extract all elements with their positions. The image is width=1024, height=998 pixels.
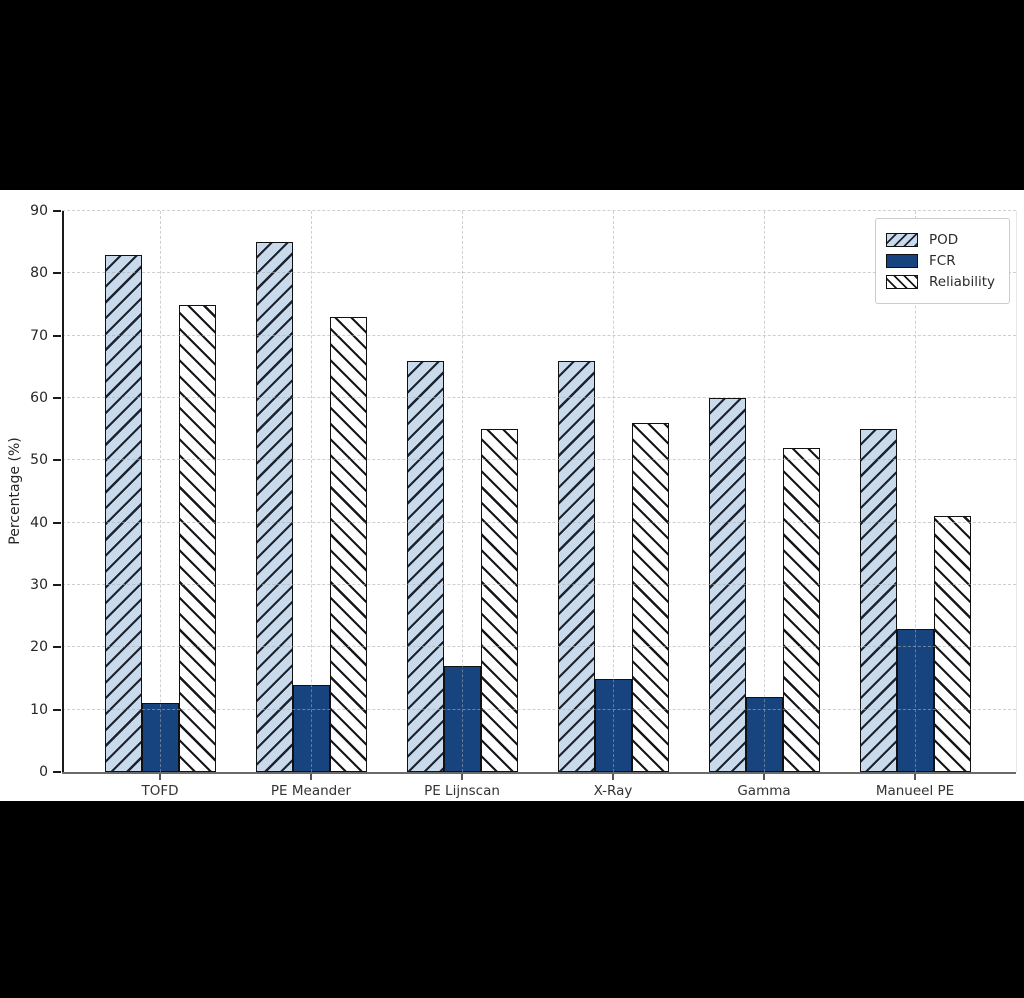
v-gridline-gamma	[764, 211, 765, 772]
legend-swatch-pod	[886, 233, 919, 247]
y-tick-label-30: 30	[30, 577, 48, 593]
letterbox-top	[0, 0, 1024, 190]
y-tick-label-50: 50	[30, 452, 48, 469]
bar-reliability-pe-lijnscan	[480, 429, 518, 772]
bar-pod-x-ray	[557, 360, 595, 772]
x-tick-label-manueel-pe: Manueel PE	[875, 783, 955, 799]
legend-label-reliability: Reliability	[929, 274, 995, 290]
h-gridline-80	[62, 272, 1016, 274]
v-gridline-tofd	[160, 211, 161, 772]
letterbox-bottom	[0, 801, 1024, 998]
h-gridline-90	[62, 210, 1016, 211]
x-tick-pe-lijnscan	[461, 774, 463, 780]
y-tick-label-90: 90	[30, 203, 48, 219]
bar-pod-pe-lijnscan	[406, 360, 444, 772]
bar-reliability-pe-meander	[329, 316, 367, 772]
y-tick-label-80: 80	[30, 265, 48, 282]
x-tick-label-tofd: TOFD	[141, 783, 179, 799]
x-tick-label-pe-lijnscan: PE Lijnscan	[424, 783, 500, 799]
y-tick-70	[53, 334, 61, 337]
x-tick-x-ray	[612, 774, 614, 780]
y-tick-10	[53, 708, 61, 711]
y-tick-0	[53, 771, 61, 773]
bar-fcr-manueel-pe	[896, 628, 934, 772]
legend-label-pod: POD	[929, 232, 959, 248]
x-tick-tofd	[159, 774, 161, 780]
legend: POD FCR Reliability	[875, 218, 1010, 304]
legend-swatch-reliability	[886, 275, 919, 289]
x-tick-label-pe-meander: PE Meander	[270, 783, 352, 799]
y-tick-label-40: 40	[30, 514, 48, 531]
y-tick-80	[53, 272, 61, 275]
bar-fcr-pe-lijnscan	[443, 666, 481, 772]
x-tick-manueel-pe	[914, 774, 916, 780]
bar-fcr-gamma	[745, 697, 783, 772]
legend-item-reliability: Reliability	[886, 274, 995, 290]
x-tick-label-x-ray: X-Ray	[593, 783, 633, 799]
y-tick-40	[53, 521, 61, 524]
bar-fcr-x-ray	[594, 678, 632, 772]
y-tick-label-60: 60	[30, 390, 48, 406]
y-tick-20	[53, 646, 61, 649]
bar-pod-gamma	[708, 398, 746, 772]
bar-pod-pe-meander	[255, 242, 293, 772]
bar-fcr-pe-meander	[292, 684, 330, 772]
plot-area: 0 10 20 30 40 50 60 70 80 90 TOFD PE Meander PE Lijn…	[30, 203, 1017, 799]
chart-figure: Percentage (%) 0 10 20 30 40 50 60 70 80 90 TOFD PE…	[0, 190, 1024, 801]
y-tick-50	[53, 459, 61, 462]
legend-label-fcr: FCR	[929, 253, 956, 269]
y-tick-60	[53, 397, 61, 399]
bar-pod-tofd	[104, 254, 142, 772]
x-tick-pe-meander	[310, 774, 312, 780]
y-tick-label-70: 70	[30, 327, 48, 344]
legend-item-fcr: FCR	[886, 253, 995, 269]
legend-swatch-fcr	[886, 254, 919, 268]
y-tick-label-20: 20	[30, 639, 48, 656]
bar-reliability-x-ray	[631, 422, 669, 772]
x-tick-label-gamma: Gamma	[737, 783, 791, 799]
x-axis-spine	[62, 772, 1016, 774]
legend-item-pod: POD	[886, 232, 995, 248]
y-tick-label-10: 10	[30, 701, 48, 718]
y-axis-spine	[62, 211, 64, 772]
y-tick-90	[53, 210, 61, 212]
bar-pod-manueel-pe	[859, 429, 897, 772]
y-tick-30	[53, 584, 61, 586]
bar-reliability-manueel-pe	[933, 516, 971, 772]
x-tick-gamma	[763, 774, 765, 780]
bar-reliability-gamma	[782, 447, 820, 772]
bar-reliability-tofd	[178, 304, 216, 772]
y-tick-label-0: 0	[39, 764, 48, 780]
bar-fcr-tofd	[141, 703, 179, 772]
